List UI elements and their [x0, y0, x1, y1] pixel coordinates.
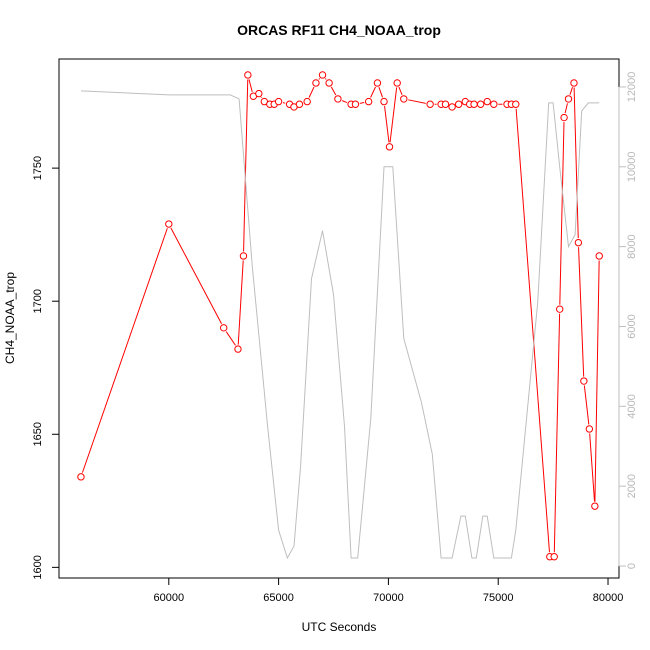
data-point [220, 324, 228, 332]
series-segment [553, 313, 561, 553]
y2-tick-label: 8000 [626, 234, 638, 258]
plot-frame [58, 58, 620, 579]
series-segment [578, 247, 585, 377]
data-point [560, 113, 568, 122]
series-segment [370, 86, 376, 98]
y2-tick-label: 4000 [626, 394, 638, 418]
data-point [334, 95, 342, 103]
data-point [580, 377, 588, 385]
y-tick-label: 1650 [32, 422, 44, 446]
y2-tick-label: 12000 [626, 72, 638, 103]
series-segment [384, 105, 390, 143]
x-tick-label: 70000 [373, 592, 404, 604]
axes-layer: 60000 65000 70000 75000 80000160016501700175… [32, 72, 638, 604]
series-segment [237, 260, 244, 345]
data-point [385, 143, 394, 151]
series-segment [398, 86, 403, 95]
x-tick-label: 65000 [263, 592, 294, 604]
data-point [476, 100, 485, 108]
series-segment [282, 102, 286, 104]
series-segment [308, 86, 315, 98]
y2-tick-label: 0 [626, 563, 638, 569]
data-point [512, 100, 520, 108]
data-point [325, 79, 333, 87]
series-segment [389, 87, 398, 143]
data-point [312, 79, 320, 87]
series-segment [569, 87, 573, 95]
series-line-secondary [80, 90, 600, 560]
chart-title: ORCAS RF11 CH4_NOAA_trop [237, 22, 441, 38]
y-tick-label: 1750 [32, 156, 44, 180]
x-tick-label: 60000 [154, 592, 185, 604]
data-point [303, 97, 311, 106]
y-tick-label: 1700 [32, 289, 44, 313]
data-point [441, 100, 450, 108]
series-layer [77, 71, 603, 561]
data-point [564, 95, 573, 103]
series-segment [248, 79, 253, 93]
data-point [574, 238, 583, 247]
data-point [380, 97, 388, 106]
data-point [295, 100, 304, 108]
data-point [426, 100, 434, 108]
data-point [470, 100, 478, 108]
series-segment [81, 228, 168, 473]
data-point [351, 100, 360, 108]
data-point [274, 97, 283, 106]
y2-tick-label: 6000 [626, 314, 638, 338]
data-point [454, 100, 463, 108]
data-point [255, 89, 263, 98]
series-segment [583, 385, 590, 425]
series-segment [589, 433, 596, 502]
x-tick-label: 75000 [483, 592, 514, 604]
data-point [585, 425, 594, 433]
series-segment [573, 87, 579, 239]
data-point [165, 220, 173, 228]
data-point [364, 97, 373, 106]
data-point [448, 103, 456, 111]
series-segment [330, 86, 337, 96]
series-segment [225, 331, 236, 346]
y-tick-label: 1600 [32, 555, 44, 579]
series-segment [359, 101, 365, 104]
series-segment [594, 260, 600, 502]
data-point [595, 252, 603, 260]
data-point [483, 97, 491, 106]
data-point [400, 95, 408, 103]
data-point [239, 252, 248, 260]
y-axis-label: CH4_NOAA_trop [3, 272, 17, 364]
series-segment [564, 103, 568, 114]
y2-tick-label: 2000 [626, 474, 638, 498]
series-segment [559, 122, 565, 305]
data-point [393, 79, 401, 87]
data-point [591, 502, 599, 510]
data-point [490, 100, 498, 108]
x-tick-label: 80000 [593, 592, 624, 604]
series-segment [378, 87, 383, 98]
y2-tick-label: 10000 [626, 151, 638, 182]
data-point [234, 345, 242, 353]
series-segment [408, 99, 426, 104]
data-point [373, 79, 382, 87]
series-segment [243, 79, 249, 252]
data-point [244, 71, 252, 79]
data-point [550, 553, 558, 561]
data-point [556, 305, 564, 313]
series-segment [318, 78, 321, 80]
series-segment [515, 108, 550, 553]
x-axis-label: UTC Seconds [302, 620, 377, 634]
data-point [570, 79, 578, 87]
data-point [77, 473, 85, 481]
series-segment [341, 100, 348, 104]
data-point [318, 71, 327, 79]
series-segment [170, 227, 223, 325]
series-segment [325, 78, 327, 80]
